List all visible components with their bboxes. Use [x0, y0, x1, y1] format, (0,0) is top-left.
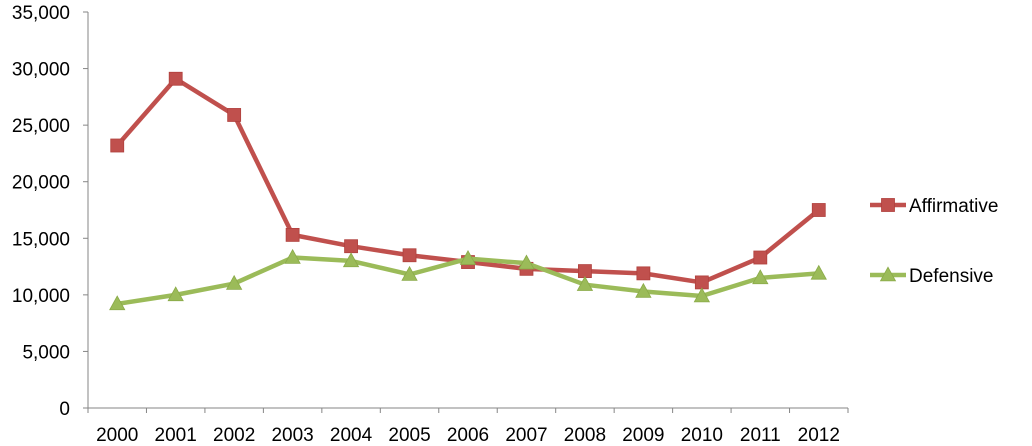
square-marker — [285, 227, 300, 242]
y-tick-label: 10,000 — [12, 286, 70, 307]
x-tick-label: 2007 — [505, 425, 547, 446]
legend: Affirmative Defensive — [870, 196, 998, 287]
y-tick-label: 25,000 — [12, 116, 70, 137]
x-tick-label: 2006 — [447, 425, 489, 446]
x-tick-label: 2009 — [622, 425, 664, 446]
triangle-marker — [752, 269, 769, 285]
triangle-marker — [459, 250, 477, 265]
triangle-marker — [401, 265, 418, 281]
y-tick-label: 5,000 — [22, 342, 70, 363]
square-marker — [811, 203, 826, 217]
x-tick-label: 2008 — [564, 425, 606, 446]
triangle-marker — [167, 286, 184, 302]
legend-label: Defensive — [909, 266, 994, 287]
series-layer — [109, 71, 827, 311]
triangle-marker — [576, 276, 594, 291]
legend-square-icon — [881, 198, 895, 212]
triangle-marker — [518, 254, 535, 270]
triangle-marker — [284, 248, 301, 264]
square-marker — [168, 71, 183, 86]
x-tick-label: 2005 — [388, 425, 430, 446]
x-tick-label: 2012 — [798, 425, 840, 446]
legend-item-defensive: Defensive — [870, 266, 994, 287]
x-axis-ticks: 2000 2001 2002 2003 2004 2005 2006 2007 2008 2009… — [87, 408, 849, 446]
square-marker — [344, 239, 358, 254]
square-marker — [110, 138, 125, 153]
x-tick-label: 2000 — [96, 425, 138, 446]
x-tick-label: 2010 — [681, 425, 723, 446]
y-axis-ticks: 0 5,000 10,000 15,000 20,000 25,000 30,000 35,0… — [12, 3, 88, 420]
y-tick-label: 20,000 — [12, 173, 70, 194]
square-marker — [402, 248, 417, 263]
legend-item-affirmative: Affirmative — [870, 196, 998, 217]
triangle-marker — [693, 287, 711, 303]
x-tick-label: 2004 — [330, 425, 373, 446]
legend-label: Affirmative — [909, 196, 998, 217]
x-tick-label: 2001 — [155, 425, 197, 446]
triangle-marker — [342, 252, 360, 268]
triangle-marker — [109, 295, 126, 311]
y-tick-label: 30,000 — [12, 60, 70, 81]
x-tick-label: 2003 — [271, 425, 313, 446]
triangle-marker — [635, 282, 652, 298]
triangle-marker — [810, 264, 827, 280]
square-marker — [694, 275, 709, 290]
triangle-marker — [225, 274, 243, 290]
square-marker — [578, 264, 592, 278]
y-tick-label: 15,000 — [12, 229, 70, 250]
x-tick-label: 2011 — [740, 425, 781, 446]
square-marker — [227, 108, 242, 122]
axes — [87, 12, 848, 409]
series-defensive — [109, 248, 827, 311]
square-marker — [636, 266, 651, 281]
legend-triangle-icon — [879, 266, 897, 282]
square-marker — [753, 250, 768, 265]
y-tick-label: 0 — [59, 399, 70, 420]
x-tick-label: 2002 — [213, 425, 255, 446]
y-tick-label: 35,000 — [12, 3, 70, 24]
